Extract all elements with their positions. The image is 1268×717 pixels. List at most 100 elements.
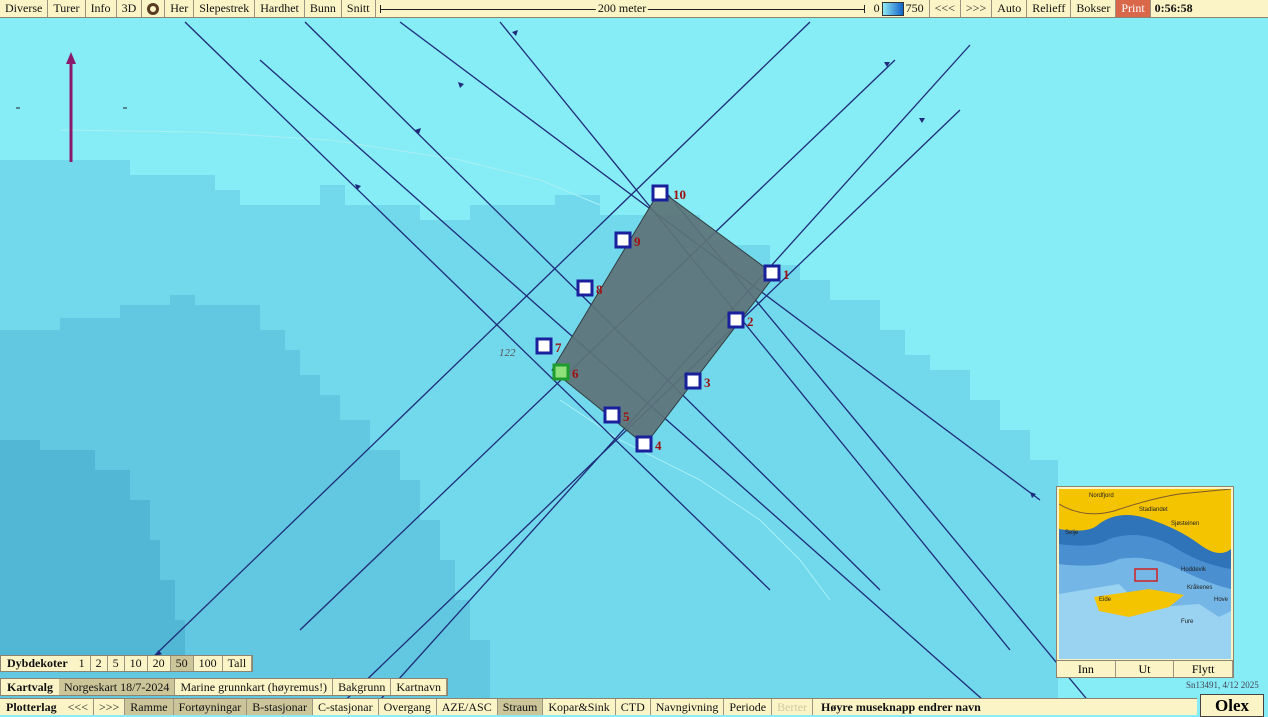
- layer-overgang[interactable]: Overgang: [379, 699, 437, 715]
- minimap-label: Eide: [1099, 597, 1112, 603]
- depth-contour-100[interactable]: 100: [194, 656, 223, 671]
- layer-kopar-sink[interactable]: Kopar&Sink: [543, 699, 616, 715]
- north-arrow-icon: [16, 52, 127, 162]
- waypoint-6[interactable]: [552, 363, 570, 381]
- waypoint-3[interactable]: [684, 372, 702, 390]
- dybdekoter-title: Dybdekoter: [7, 656, 68, 670]
- dybdekoter-bar: Dybdekoter 1 2 5 10 20 50 100 Tall: [0, 655, 254, 672]
- layer-prev-button[interactable]: <<<: [63, 699, 94, 715]
- top-toolbar: Diverse Turer Info 3D Her Slepestrek Har…: [0, 0, 1268, 18]
- minimap-controls: Inn Ut Flytt: [1057, 660, 1234, 677]
- overview-minimap[interactable]: Nordfjord Stadlandet Sjøsteinen Selje Ho…: [1056, 486, 1234, 678]
- minimap-label: Kråkenes: [1187, 584, 1212, 591]
- waypoint-label: 6: [572, 366, 579, 381]
- minimap-label: Stadlandet: [1139, 507, 1168, 513]
- map-norgeskart[interactable]: Norgeskart 18/7-2024: [59, 679, 176, 695]
- depth-contour-5[interactable]: 5: [108, 656, 125, 671]
- layer-straum[interactable]: Straum: [497, 699, 544, 715]
- kartvalg-title: Kartvalg: [7, 679, 53, 694]
- depth-contour-10[interactable]: 10: [125, 656, 148, 671]
- zoom-in-button[interactable]: Inn: [1057, 661, 1116, 677]
- layer-b-stasjonar[interactable]: B-stasjonar: [247, 699, 313, 715]
- plotterlag-title: Plotterlag: [6, 699, 57, 714]
- layer-c-stasjonar[interactable]: C-stasjonar: [313, 699, 379, 715]
- waypoint-9[interactable]: [614, 231, 632, 249]
- menu-her[interactable]: Her: [165, 0, 195, 17]
- waypoint-label: 9: [634, 234, 641, 249]
- nav-prev-button[interactable]: <<<: [930, 0, 961, 17]
- scale-bar: 200 meter: [379, 0, 865, 17]
- waypoint-2[interactable]: [727, 311, 745, 329]
- waypoint-label: 10: [673, 187, 686, 202]
- menu-bunn[interactable]: Bunn: [305, 0, 342, 17]
- minimap-label: Selje: [1065, 530, 1079, 536]
- depth-contour-tall[interactable]: Tall: [223, 656, 253, 671]
- layer-next-button[interactable]: >>>: [94, 699, 126, 715]
- map-kartnavn[interactable]: Kartnavn: [391, 679, 448, 695]
- auto-button[interactable]: Auto: [992, 0, 1028, 17]
- depth-label: 122: [499, 347, 516, 359]
- waypoint-10[interactable]: [651, 184, 669, 202]
- hint-text: Høyre museknapp endrer navn: [821, 699, 981, 714]
- minimap-label: Sjøsteinen: [1171, 521, 1199, 527]
- menu-turer[interactable]: Turer: [48, 0, 86, 17]
- map-bakgrunn[interactable]: Bakgrunn: [333, 679, 392, 695]
- minimap-label: Nordfjord: [1089, 493, 1114, 499]
- target-icon: [147, 2, 160, 15]
- layer-aze-asc[interactable]: AZE/ASC: [437, 699, 498, 715]
- waypoint-label: 2: [747, 314, 754, 329]
- waypoint-label: 4: [655, 438, 662, 453]
- layer-periode[interactable]: Periode: [724, 699, 773, 715]
- layer-navngivning[interactable]: Navngivning: [651, 699, 725, 715]
- target-button[interactable]: [142, 0, 166, 17]
- waypoint-label: 1: [783, 267, 790, 282]
- layer-berter: Berter: [772, 699, 814, 715]
- waypoint-7[interactable]: [535, 337, 553, 355]
- depth-contour-50[interactable]: 50: [170, 656, 194, 671]
- depth-gradient-icon: [881, 1, 904, 16]
- plotterlag-bar: Plotterlag <<< >>> Ramme Fortøyningar B-…: [0, 698, 1197, 715]
- waypoint-4[interactable]: [635, 435, 653, 453]
- menu-hardhet[interactable]: Hardhet: [255, 0, 305, 17]
- serial-number: Sn13491, 4/12 2025: [1186, 680, 1259, 690]
- map-marine-grunnkart[interactable]: Marine grunnkart (høyremus!): [175, 679, 334, 695]
- print-button[interactable]: Print: [1116, 0, 1151, 17]
- menu-snitt[interactable]: Snitt: [342, 0, 376, 17]
- depth-zone-deepest: [0, 440, 185, 660]
- depth-contour-20[interactable]: 20: [148, 656, 171, 671]
- depth-max: 750: [905, 1, 924, 15]
- depth-contour-2[interactable]: 2: [91, 656, 108, 671]
- kartvalg-bar: Kartvalg Norgeskart 18/7-2024 Marine gru…: [0, 678, 449, 696]
- clock: 0:56:58: [1154, 1, 1193, 15]
- zoom-out-button[interactable]: Ut: [1116, 661, 1175, 677]
- waypoint-5[interactable]: [603, 406, 621, 424]
- relieff-button[interactable]: Relieff: [1027, 0, 1072, 17]
- waypoint-label: 3: [704, 375, 711, 390]
- layer-ctd[interactable]: CTD: [616, 699, 651, 715]
- waypoint-label: 5: [623, 409, 630, 424]
- depth-contour-1[interactable]: 1: [74, 656, 91, 671]
- waypoint-label: 8: [596, 282, 603, 297]
- nav-next-button[interactable]: >>>: [961, 0, 993, 17]
- menu-3d[interactable]: 3D: [117, 0, 143, 17]
- bokser-button[interactable]: Bokser: [1071, 0, 1117, 17]
- depth-min: 0: [873, 1, 880, 15]
- move-button[interactable]: Flytt: [1174, 661, 1234, 677]
- menu-info[interactable]: Info: [86, 0, 117, 17]
- minimap-chart[interactable]: Nordfjord Stadlandet Sjøsteinen Selje Ho…: [1059, 489, 1231, 659]
- waypoint-8[interactable]: [576, 279, 594, 297]
- menu-slepestrek[interactable]: Slepestrek: [194, 0, 256, 17]
- minimap-label: Hove: [1214, 597, 1229, 603]
- minimap-view-box: [1134, 568, 1158, 582]
- track-arrows: [156, 30, 1036, 656]
- minimap-label: Fure: [1181, 619, 1194, 625]
- waypoint-label: 7: [555, 340, 562, 355]
- olex-logo[interactable]: Olex: [1200, 694, 1264, 717]
- waypoint-1[interactable]: [763, 264, 781, 282]
- scale-label: 200 meter: [595, 1, 649, 16]
- layer-ramme[interactable]: Ramme: [125, 699, 174, 715]
- depth-color-scale[interactable]: 0 750: [869, 0, 930, 17]
- menu-diverse[interactable]: Diverse: [0, 0, 49, 17]
- layer-fortoyningar[interactable]: Fortøyningar: [173, 699, 248, 715]
